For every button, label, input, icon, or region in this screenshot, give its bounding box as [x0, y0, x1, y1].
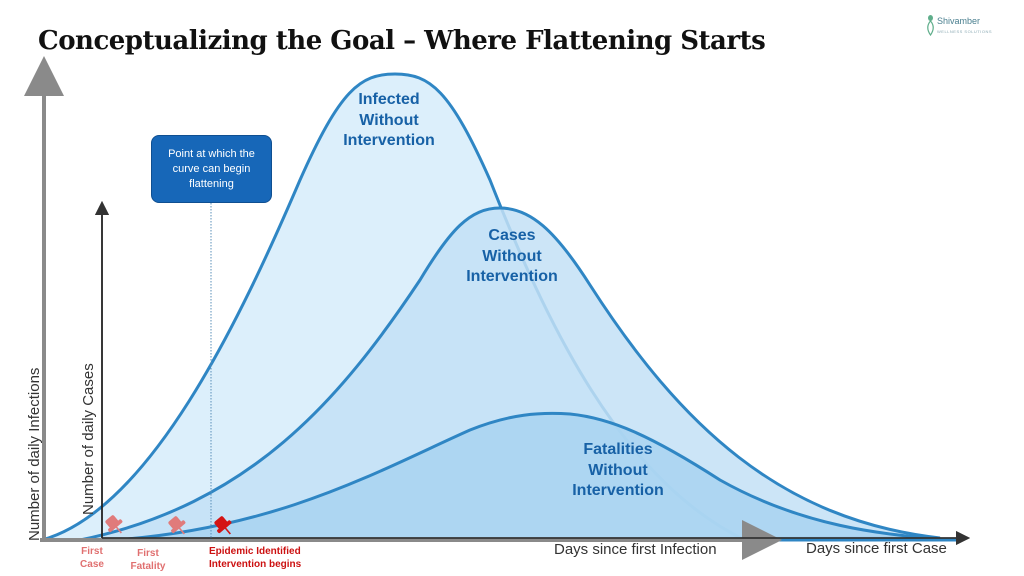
brand-logo: Shivamber WELLNESS SOLUTIONS — [926, 12, 992, 42]
page-title: Conceptualizing the Goal – Where Flatten… — [38, 26, 766, 56]
pushpin-icon — [168, 516, 186, 535]
callout-line: Point at which the — [168, 148, 255, 160]
inner-x-axis-label: Days since first Infection — [554, 541, 717, 558]
inner-y-axis-label: Number of daily Cases — [80, 363, 97, 515]
first-case-label: First Case — [80, 546, 104, 570]
cases-curve — [79, 206, 941, 542]
cases-curve-label: Cases Without Intervention — [466, 227, 558, 285]
outer-y-axis-label: Number of daily Infections — [26, 367, 43, 541]
callout-line: curve can begin — [172, 163, 251, 175]
outer-x-axis-label: Days since first Case — [806, 540, 947, 557]
pushpin-icon — [105, 515, 123, 534]
epidemic-identified-label: Epidemic Identified Intervention begins — [209, 546, 302, 570]
flattening-callout: Point at which the curve can begin flatt… — [151, 135, 272, 203]
pushpin-icon — [214, 516, 232, 535]
leaf-icon — [927, 15, 934, 36]
fatalities-curve-label: Fatalities Without Intervention — [572, 441, 664, 499]
fatalities-curve — [114, 411, 961, 542]
logo-name: Shivamber — [937, 16, 981, 26]
callout-line: flattening — [189, 178, 234, 190]
infected-curve-label: Infected Without Intervention — [343, 91, 435, 149]
first-fatality-label: First Fatality — [130, 548, 166, 572]
logo-tagline: WELLNESS SOLUTIONS — [937, 29, 993, 34]
